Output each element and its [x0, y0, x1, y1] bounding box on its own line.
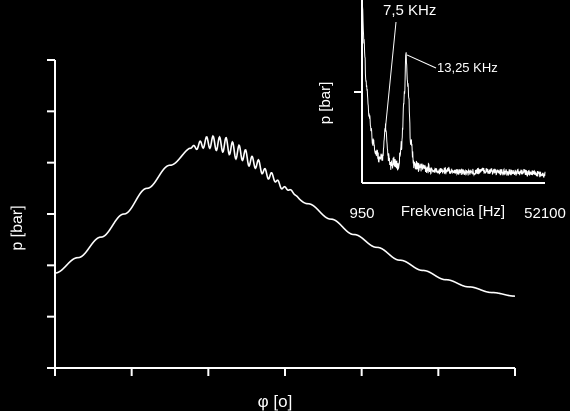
- annotation-leader-7-5khz: [384, 21, 397, 129]
- annotation-leader-13-25khz: [406, 54, 437, 69]
- annotation-13-25khz: 13,25 KHz: [437, 60, 498, 75]
- main-series-line: [54, 134, 515, 297]
- inset-series-line: [361, 0, 546, 178]
- inset-x-axis-label: Frekvencia [Hz]: [401, 203, 505, 220]
- main-x-axis-label: φ [o]: [258, 392, 293, 411]
- main-x-ticks: [54, 368, 516, 376]
- main-y-axis-label: p [bar]: [9, 205, 26, 250]
- inset-chart-axes: [354, 0, 545, 184]
- main-y-ticks: [47, 59, 55, 369]
- inset-x-tick-label-max: 52100: [524, 205, 566, 222]
- inset-x-tick-label-min: 950: [349, 205, 374, 222]
- annotation-7-5khz: 7,5 KHz: [383, 2, 436, 19]
- inset-y-axis-label: p [bar]: [317, 82, 334, 125]
